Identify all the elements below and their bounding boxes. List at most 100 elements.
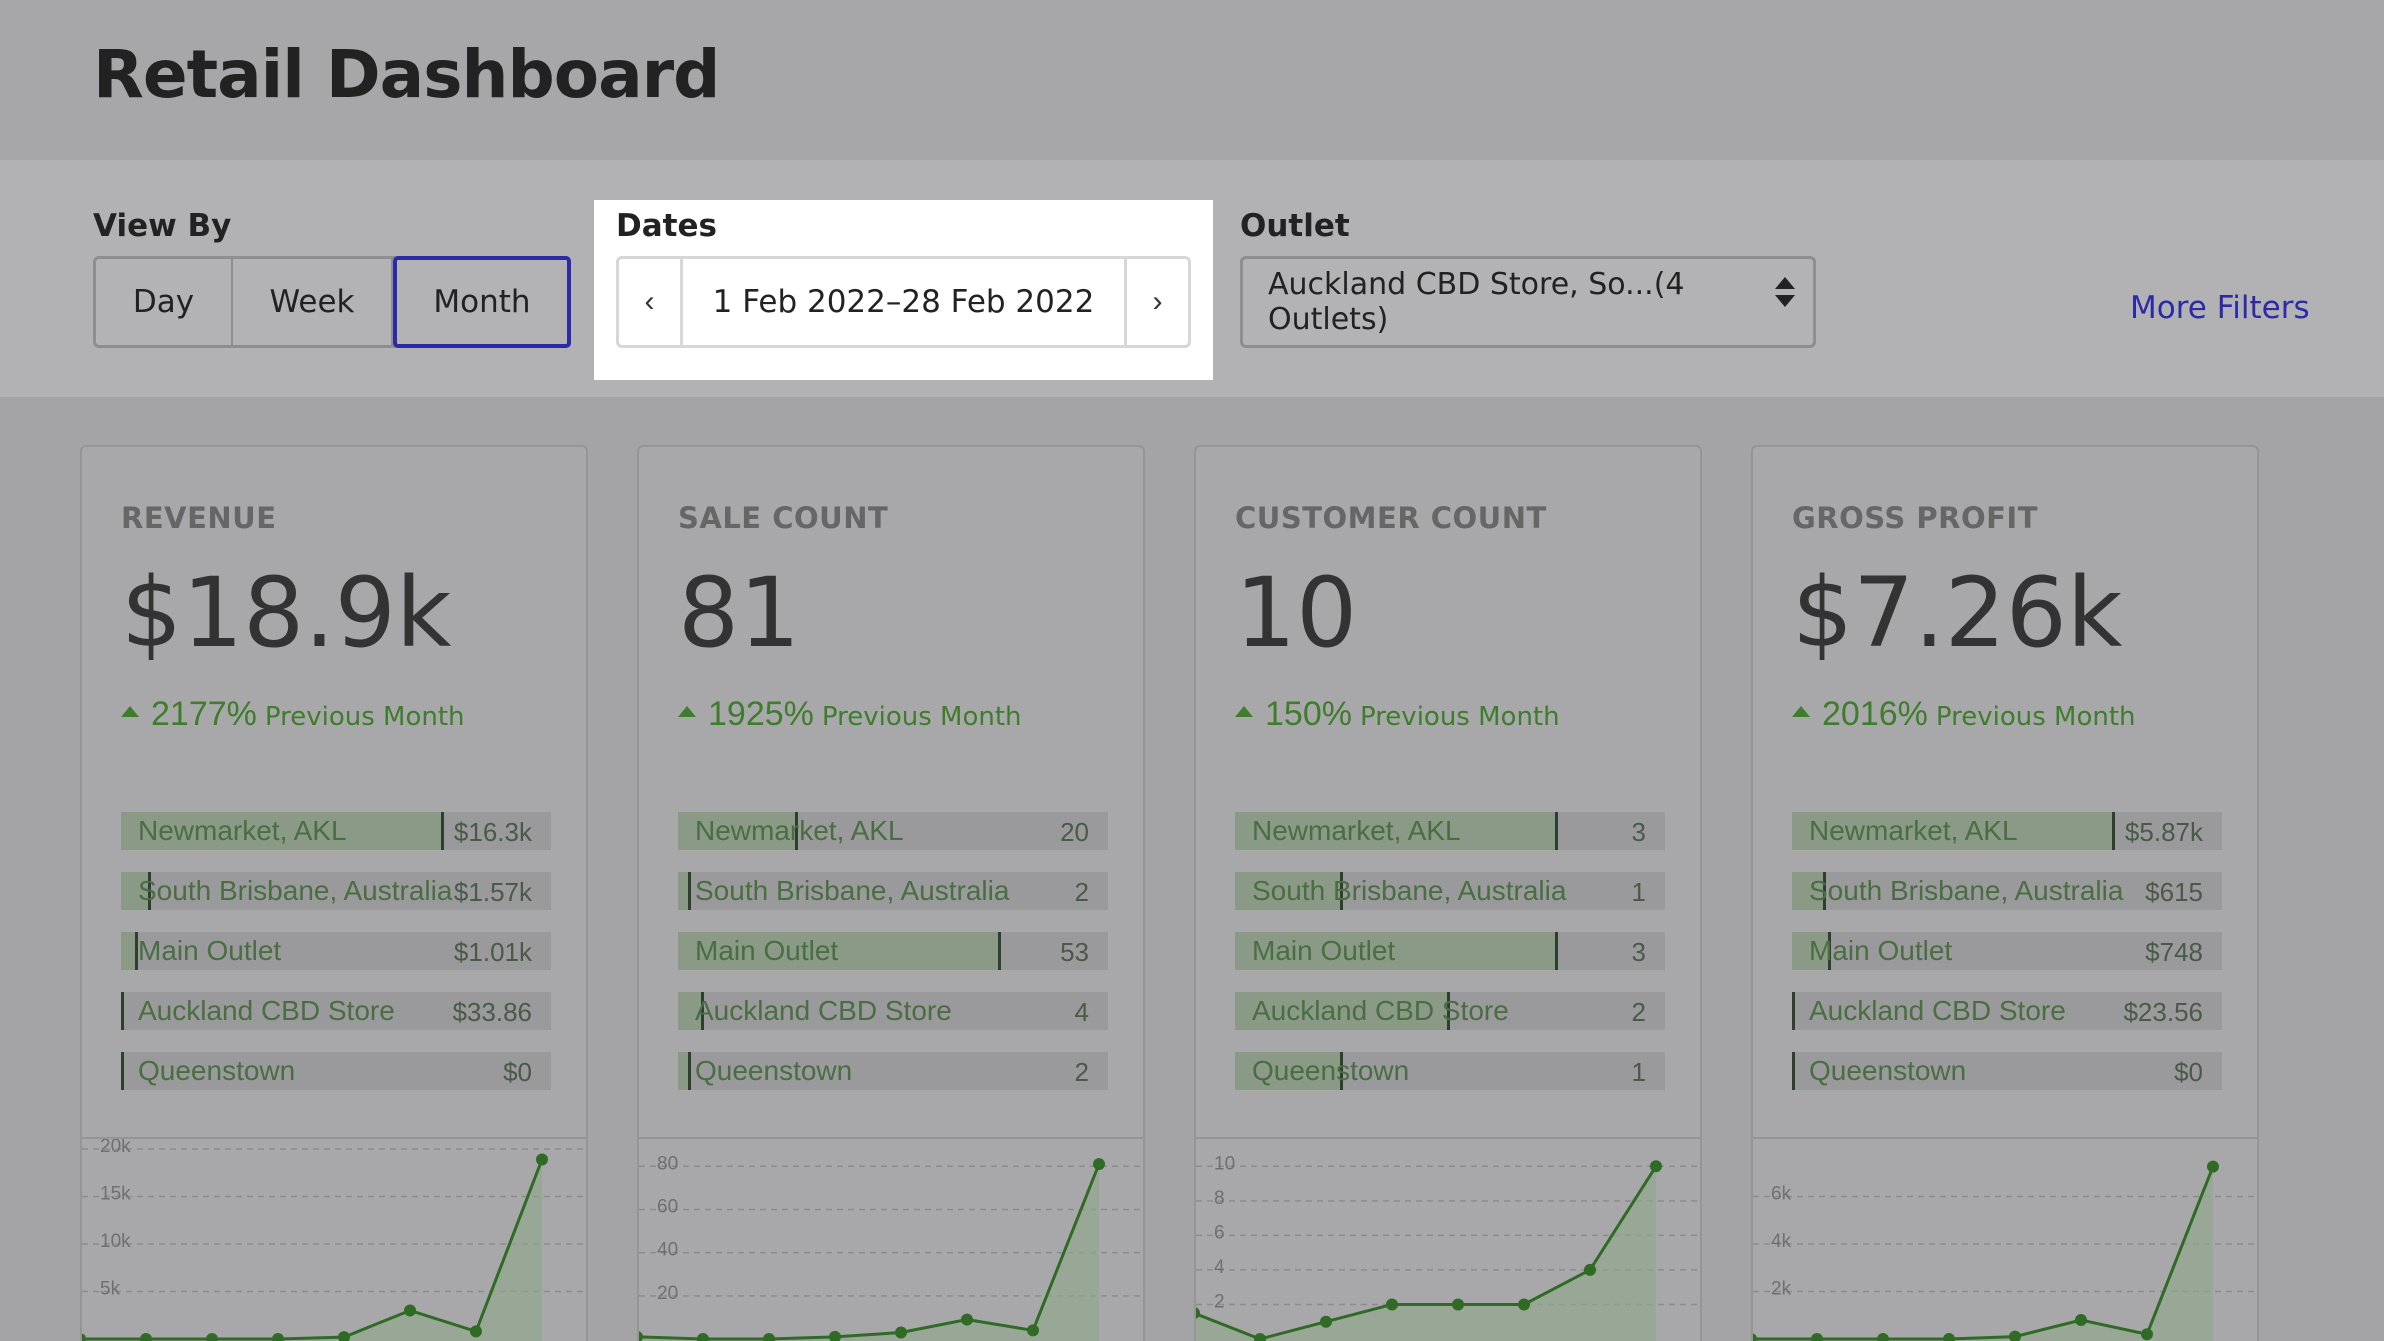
trend-chart: 80 60 40 20 [639, 1137, 1143, 1341]
breakdown-label: Auckland CBD Store [138, 995, 395, 1026]
breakdown-bar [1235, 992, 1450, 1030]
trend-point[interactable] [1320, 1315, 1332, 1328]
trend-area [639, 1164, 1099, 1341]
breakdown-value: 4 [1074, 997, 1089, 1027]
breakdown-row[interactable]: Auckland CBD Store 4 [678, 992, 1108, 1030]
trend-point[interactable] [2207, 1160, 2219, 1173]
trend-point[interactable] [1811, 1333, 1823, 1341]
breakdown-row[interactable]: South Brisbane, Australia $615 [1792, 872, 2222, 910]
trend-point[interactable] [697, 1333, 709, 1341]
breakdown-value: $0 [2174, 1057, 2203, 1087]
trend-point[interactable] [1093, 1158, 1105, 1171]
breakdown-row[interactable]: Newmarket, AKL 20 [678, 812, 1108, 850]
outlet-select[interactable]: Auckland CBD Store, So...(4 Outlets) [1240, 256, 1816, 348]
breakdown-bar [1235, 1052, 1343, 1090]
previous-period-button[interactable]: ‹ [619, 259, 683, 345]
breakdown-row[interactable]: Newmarket, AKL $16.3k [121, 812, 551, 850]
more-filters-link[interactable]: More Filters [2130, 290, 2310, 326]
breakdown-row[interactable]: Queenstown 1 [1235, 1052, 1665, 1090]
trend-point[interactable] [2141, 1328, 2153, 1341]
y-tick-label: 2k [1771, 1279, 1792, 1300]
breakdown-row[interactable]: Auckland CBD Store $33.86 [121, 992, 551, 1030]
trend-point[interactable] [829, 1330, 841, 1341]
metric-card: CUSTOMER COUNT 10 150% Previous Month Newmar… [1194, 445, 1702, 1341]
trend-point[interactable] [763, 1333, 775, 1341]
breakdown-value: 53 [1060, 937, 1089, 967]
breakdown-value: 2 [1074, 1057, 1089, 1087]
trend-point[interactable] [1027, 1324, 1039, 1337]
breakdown-value: 3 [1631, 937, 1646, 967]
breakdown-row[interactable]: Main Outlet $1.01k [121, 932, 551, 970]
trend-point[interactable] [82, 1333, 86, 1341]
y-tick-label: 5k [100, 1279, 121, 1300]
breakdown-row[interactable]: Auckland CBD Store 2 [1235, 992, 1665, 1030]
trend-point[interactable] [1753, 1333, 1757, 1341]
breakdown-row[interactable]: South Brisbane, Australia 1 [1235, 872, 1665, 910]
breakdown-row[interactable]: Queenstown $0 [121, 1052, 551, 1090]
metric-value: 81 [678, 557, 801, 669]
breakdown-value: $0 [503, 1057, 532, 1087]
breakdown-label: South Brisbane, Australia [138, 875, 453, 906]
view-by-day-button[interactable]: Day [96, 259, 233, 345]
trend-point[interactable] [1196, 1307, 1200, 1319]
trend-point[interactable] [206, 1333, 218, 1341]
breakdown-value: $5.87k [2124, 817, 2203, 847]
outlet-breakdown: Newmarket, AKL 20 South Brisbane, Australi… [678, 812, 1108, 1112]
y-tick-label: 20 [657, 1283, 678, 1304]
arrow-up-icon [1792, 706, 1810, 717]
trend-point[interactable] [404, 1304, 416, 1317]
breakdown-label: South Brisbane, Australia [1252, 875, 1567, 906]
trend-point[interactable] [1650, 1160, 1662, 1173]
trend-point[interactable] [1877, 1333, 1889, 1341]
trend-point[interactable] [1518, 1298, 1530, 1311]
metric-title: GROSS PROFIT [1792, 501, 2038, 535]
trend-point[interactable] [1254, 1333, 1266, 1341]
date-range-display[interactable]: 1 Feb 2022–28 Feb 2022 [712, 284, 1095, 320]
trend-point[interactable] [140, 1333, 152, 1341]
chevron-right-icon: › [1152, 285, 1163, 318]
breakdown-label: Main Outlet [138, 935, 282, 966]
trend-point[interactable] [895, 1326, 907, 1339]
trend-point[interactable] [1584, 1263, 1596, 1276]
trend-point[interactable] [961, 1313, 973, 1326]
change-percent: 2177% [151, 695, 257, 733]
y-tick-label: 10k [100, 1231, 131, 1252]
trend-point[interactable] [536, 1153, 548, 1166]
breakdown-bar [121, 812, 444, 850]
breakdown-row[interactable]: South Brisbane, Australia $1.57k [121, 872, 551, 910]
view-by-label: View By [93, 208, 232, 244]
breakdown-row[interactable]: Main Outlet $748 [1792, 932, 2222, 970]
trend-point[interactable] [470, 1325, 482, 1338]
breakdown-value: $1.01k [453, 937, 532, 967]
breakdown-value: 1 [1631, 877, 1646, 907]
outlet-breakdown: Newmarket, AKL 3 South Brisbane, Australia… [1235, 812, 1665, 1112]
breakdown-bar [121, 992, 124, 1030]
breakdown-row[interactable]: Newmarket, AKL $5.87k [1792, 812, 2222, 850]
breakdown-row[interactable]: Auckland CBD Store $23.56 [1792, 992, 2222, 1030]
trend-point[interactable] [338, 1331, 350, 1341]
trend-chart: 6k 4k 2k [1753, 1137, 2257, 1341]
change-label: Previous Month [1935, 702, 2136, 732]
view-by-week-button[interactable]: Week [233, 259, 393, 345]
trend-point[interactable] [1452, 1298, 1464, 1311]
breakdown-row[interactable]: South Brisbane, Australia 2 [678, 872, 1108, 910]
breakdown-row[interactable]: Main Outlet 3 [1235, 932, 1665, 970]
breakdown-row[interactable]: Queenstown 2 [678, 1052, 1108, 1090]
next-period-button[interactable]: › [1124, 259, 1188, 345]
breakdown-bar [1792, 872, 1826, 910]
breakdown-row[interactable]: Queenstown $0 [1792, 1052, 2222, 1090]
trend-point[interactable] [639, 1331, 643, 1341]
breakdown-row[interactable]: Main Outlet 53 [678, 932, 1108, 970]
trend-point[interactable] [2075, 1314, 2087, 1326]
trend-point[interactable] [1943, 1333, 1955, 1341]
breakdown-label: South Brisbane, Australia [1809, 875, 2124, 906]
breakdown-bar [678, 872, 691, 910]
view-by-segmented-control: Day Week Month [93, 256, 571, 348]
trend-point[interactable] [272, 1333, 284, 1341]
trend-point[interactable] [2009, 1330, 2021, 1341]
breakdown-row[interactable]: Newmarket, AKL 3 [1235, 812, 1665, 850]
trend-point[interactable] [1386, 1298, 1398, 1311]
trend-line [82, 1158, 544, 1341]
metric-value: $18.9k [121, 557, 452, 669]
view-by-month-button[interactable]: Month [393, 256, 571, 348]
